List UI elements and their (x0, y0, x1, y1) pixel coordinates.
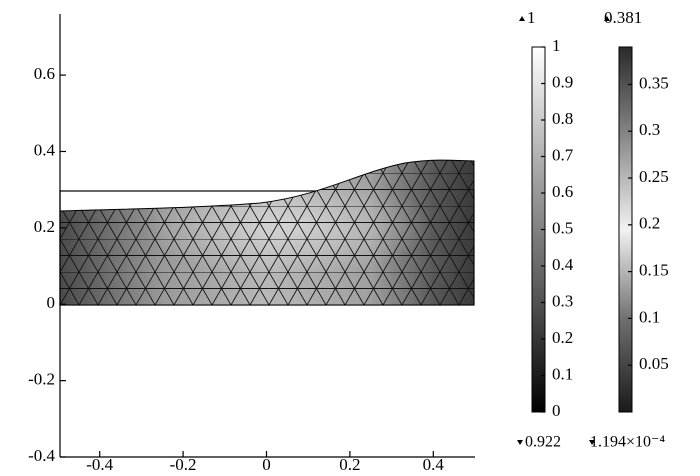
colorbar-tick-label: 0.9 (552, 72, 573, 91)
colorbar-tick-label: 0.3 (639, 120, 660, 139)
y-tick-label: -0.4 (28, 446, 55, 465)
colorbar-tick-label: 0.15 (639, 261, 669, 280)
colorbar-max: 0.381 (604, 8, 642, 27)
colorbar-min: 1.194×10⁻⁴ (590, 434, 665, 451)
colorbar-tick-label: 0.05 (639, 354, 669, 373)
geometry (59, 159, 475, 306)
x-tick-label: 0 (262, 455, 271, 474)
x-tick-label: -0.2 (170, 455, 197, 474)
colorbar-tick-label: 0.35 (639, 73, 669, 92)
colorbar-tick-label: 0.8 (552, 109, 573, 128)
y-tick-label: -0.2 (28, 370, 55, 389)
x-tick-label: 0.4 (423, 455, 445, 474)
colorbar-tick-label: 1 (552, 36, 561, 55)
y-tick-label: 0 (47, 293, 56, 312)
colorbar-tick-label: 0.6 (552, 182, 573, 201)
colorbar (618, 46, 633, 413)
colorbar-tick-label: 0.2 (552, 328, 573, 347)
x-tick-label: 0.2 (339, 455, 360, 474)
y-tick-label: 0.2 (34, 217, 55, 236)
colorbar-tick-label: 0.4 (552, 255, 574, 274)
colorbar-tick-label: 0.5 (552, 218, 573, 237)
colorbar-tick-label: 0.3 (552, 291, 573, 310)
colorbar-tick-label: 0.2 (639, 214, 660, 233)
colorbar-tick-label: 0.1 (639, 307, 660, 326)
colorbar-tick-label: 0 (552, 401, 561, 420)
colorbar-tick-label: 0.25 (639, 167, 669, 186)
colorbar-arrows (517, 16, 610, 445)
colorbar-max: 1 (527, 8, 536, 27)
y-tick-label: 0.4 (34, 140, 56, 159)
colorbar-min: 0.922 (525, 434, 561, 451)
y-tick-label: 0.6 (34, 64, 55, 83)
colorbar-tick-label: 0.7 (552, 145, 574, 164)
colorbar-tick-label: 0.1 (552, 364, 573, 383)
x-tick-label: -0.4 (86, 455, 113, 474)
